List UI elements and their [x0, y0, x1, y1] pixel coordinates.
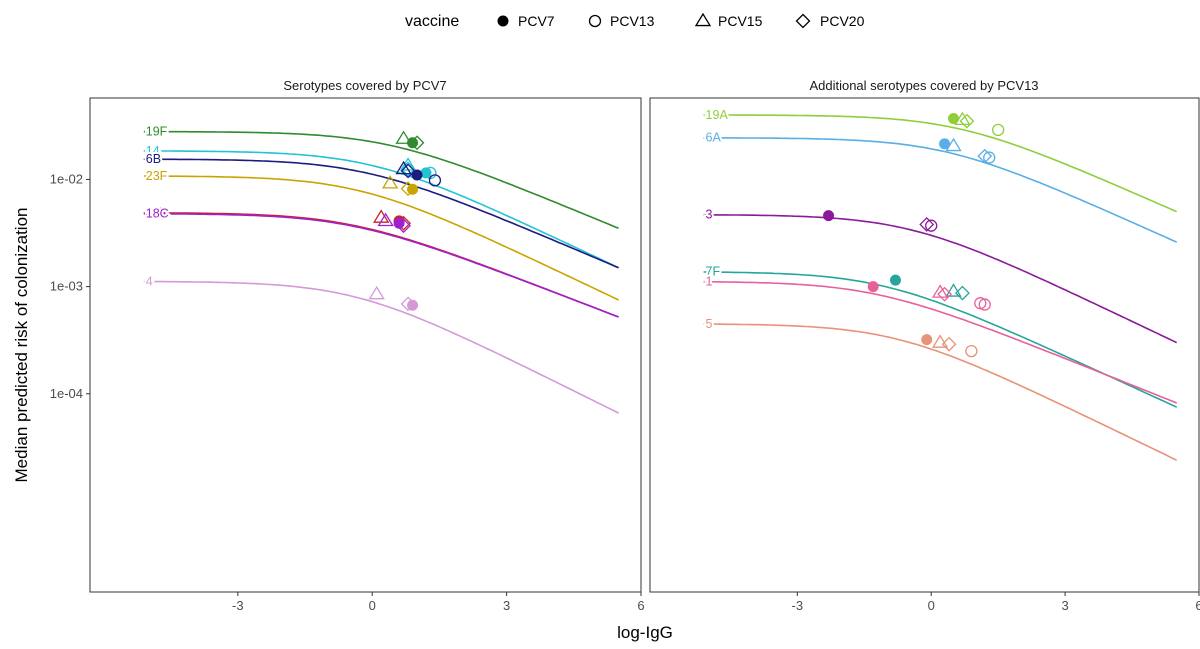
marker-6a-pcv13	[983, 151, 996, 164]
series-label-4: 4	[146, 274, 153, 288]
marker-6b-pcv13	[428, 174, 442, 187]
series-label-6b: 6B	[146, 152, 161, 166]
y-tick-label: 1e-03	[50, 279, 83, 294]
y-tick-label: 1e-02	[50, 171, 83, 186]
marker-3-pcv13	[925, 219, 938, 232]
series-line-14	[143, 150, 619, 269]
panel-1: Serotypes covered by PCV7 -3 0 3 6 1e-04 1e-03…	[50, 78, 645, 613]
marker-7f-pcv15	[945, 283, 962, 297]
marker-19a-pcv15	[954, 111, 971, 126]
series-label-14: 14	[146, 144, 160, 158]
legend-key-pcv13	[588, 14, 602, 28]
legend-label-pcv15: PCV15	[718, 13, 763, 29]
marker-7f-pcv20	[955, 285, 970, 301]
series-label-6a: 6A	[706, 131, 722, 145]
series-line-3	[703, 214, 1178, 344]
marker-6a-pcv20	[977, 148, 993, 164]
marker-5-pcv13	[965, 344, 978, 358]
marker-18c-pcv15	[377, 212, 394, 227]
marker-1-pcv13b	[978, 298, 991, 311]
marker-4-pcv7	[407, 299, 419, 311]
x-tick-label: 0	[369, 598, 376, 613]
marker-5-pcv20	[941, 336, 957, 352]
series-line-19a	[703, 114, 1178, 213]
marker-18c-pcv7	[393, 217, 405, 229]
legend-key-pcv20	[795, 13, 811, 29]
marker-1-pcv7	[867, 281, 879, 293]
x-axis-title: log-IgG	[617, 623, 673, 642]
marker-6a-pcv15	[945, 137, 962, 152]
legend-title: vaccine	[405, 13, 459, 30]
panel-frame	[89, 97, 642, 593]
series-label-9v: 9V	[146, 206, 162, 220]
marker-6b-pcv20	[400, 163, 416, 179]
marker-3-pcv20	[919, 217, 935, 232]
series-line-18c	[143, 213, 619, 318]
series-label-7f: 7F	[706, 265, 721, 279]
x-tick-label: 3	[503, 598, 510, 613]
series-line-4	[143, 280, 619, 414]
x-tick-label: -3	[792, 598, 804, 613]
x-tick-label: -3	[232, 598, 244, 613]
series-label-5: 5	[706, 317, 713, 331]
series-line-6a	[703, 137, 1178, 243]
y-tick-label: 1e-04	[50, 386, 83, 401]
marker-3-pcv7	[823, 210, 835, 222]
series-label-23f: 23F	[146, 169, 168, 183]
marker-23f-pcv15	[381, 175, 399, 189]
series-line-19f	[143, 130, 619, 230]
legend-key-pcv7	[497, 15, 509, 27]
series-label-19f: 19F	[146, 125, 168, 139]
legend-key-pcv15	[694, 12, 712, 27]
panel-title: Additional serotypes covered by PCV13	[809, 78, 1038, 93]
panel-frame	[649, 97, 1200, 593]
series-line-6b	[143, 158, 619, 269]
series-label-3: 3	[706, 208, 713, 222]
panel-2: Additional serotypes covered by PCV13 -3 0…	[649, 78, 1200, 613]
marker-23f-pcv7	[407, 183, 419, 195]
marker-14-pcv20	[400, 161, 416, 177]
legend: vaccine PCV7 PCV13 PCV15 PCV20	[405, 12, 865, 30]
marker-5-pcv7	[921, 334, 933, 346]
y-axis-title: Median predicted risk of colonization	[12, 208, 31, 483]
legend-label-pcv13: PCV13	[610, 13, 655, 29]
series-label-19a: 19A	[706, 108, 729, 122]
x-tick-label: 0	[928, 598, 935, 613]
series-label-18c: 18C	[146, 207, 169, 221]
marker-19f-pcv15	[395, 130, 412, 144]
marker-6a-pcv7	[939, 138, 951, 150]
marker-5-pcv15	[931, 334, 949, 348]
series-line-1	[703, 280, 1177, 404]
legend-label-pcv7: PCV7	[518, 13, 555, 29]
series-label-1: 1	[706, 274, 713, 288]
marker-6b-pcv7	[411, 169, 423, 181]
marker-7f-pcv7	[889, 274, 901, 286]
marker-19a-pcv20	[959, 113, 975, 129]
series-line-5	[703, 323, 1178, 461]
x-tick-label: 6	[637, 598, 644, 613]
panel-title: Serotypes covered by PCV7	[283, 78, 446, 93]
marker-1-pcv20	[937, 286, 953, 302]
marker-4-pcv15	[368, 285, 385, 300]
legend-label-pcv20: PCV20	[820, 13, 865, 29]
series-line-23f	[143, 175, 619, 301]
marker-19f-pcv7	[407, 137, 419, 149]
x-tick-label: 3	[1061, 598, 1068, 613]
x-tick-label: 6	[1195, 598, 1200, 613]
marker-19a-pcv13	[991, 123, 1005, 137]
